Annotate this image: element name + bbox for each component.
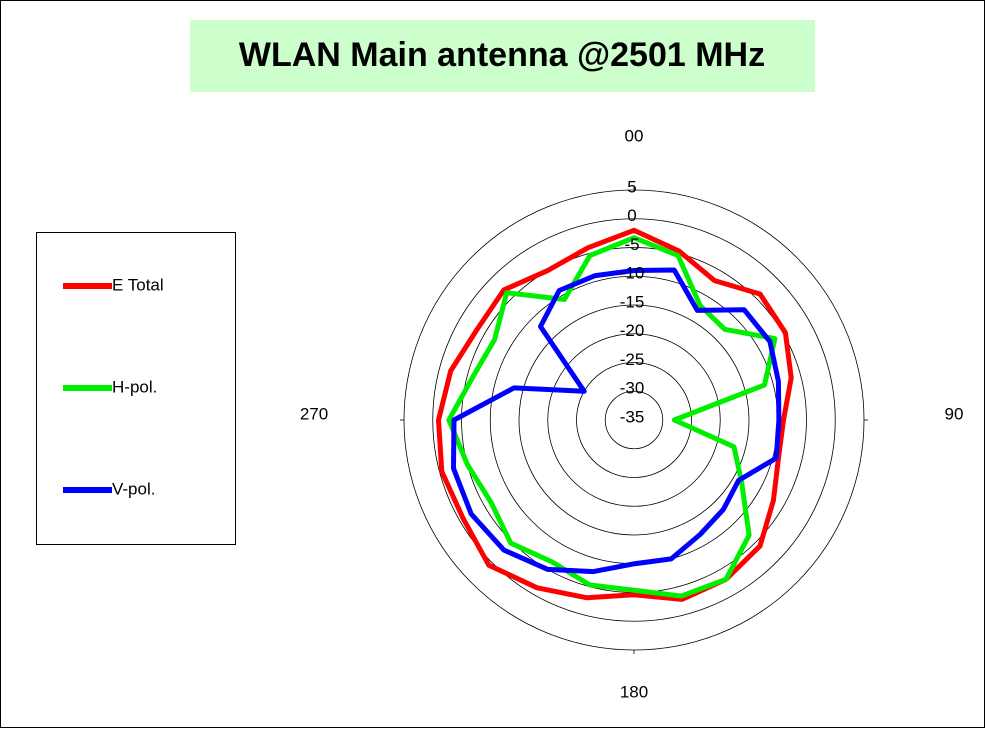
r-tick-label: -10 — [620, 264, 645, 283]
legend-label: E Total — [112, 275, 164, 294]
theta-tick-label: 90 — [945, 404, 964, 423]
grid-circle — [604, 390, 664, 450]
legend-label: H-pol. — [112, 377, 157, 396]
r-tick-label: 0 — [627, 206, 636, 225]
chart-title: WLAN Main antenna @2501 MHz — [239, 36, 765, 74]
grid-circle — [432, 218, 836, 622]
series-line — [446, 235, 778, 599]
theta-tick-label: 180 — [620, 682, 648, 701]
series-line — [451, 267, 782, 575]
r-tick-label: -30 — [620, 379, 645, 398]
theta-tick-label: 00 — [625, 126, 644, 145]
grid-circle — [633, 419, 635, 421]
r-tick-label: -20 — [620, 321, 645, 340]
theta-tick-label: 270 — [300, 404, 328, 423]
r-tick-label: -25 — [620, 350, 645, 369]
r-tick-label: 5 — [627, 177, 636, 196]
title-box — [190, 20, 815, 92]
grid-circle — [547, 333, 721, 507]
r-tick-label: -35 — [620, 407, 645, 426]
grid-circle — [576, 362, 692, 478]
r-tick-label: -5 — [624, 235, 639, 254]
series-line — [436, 227, 794, 602]
legend-label: V-pol. — [112, 479, 155, 498]
r-tick-label: -15 — [620, 292, 645, 311]
grid-circle — [518, 304, 750, 536]
